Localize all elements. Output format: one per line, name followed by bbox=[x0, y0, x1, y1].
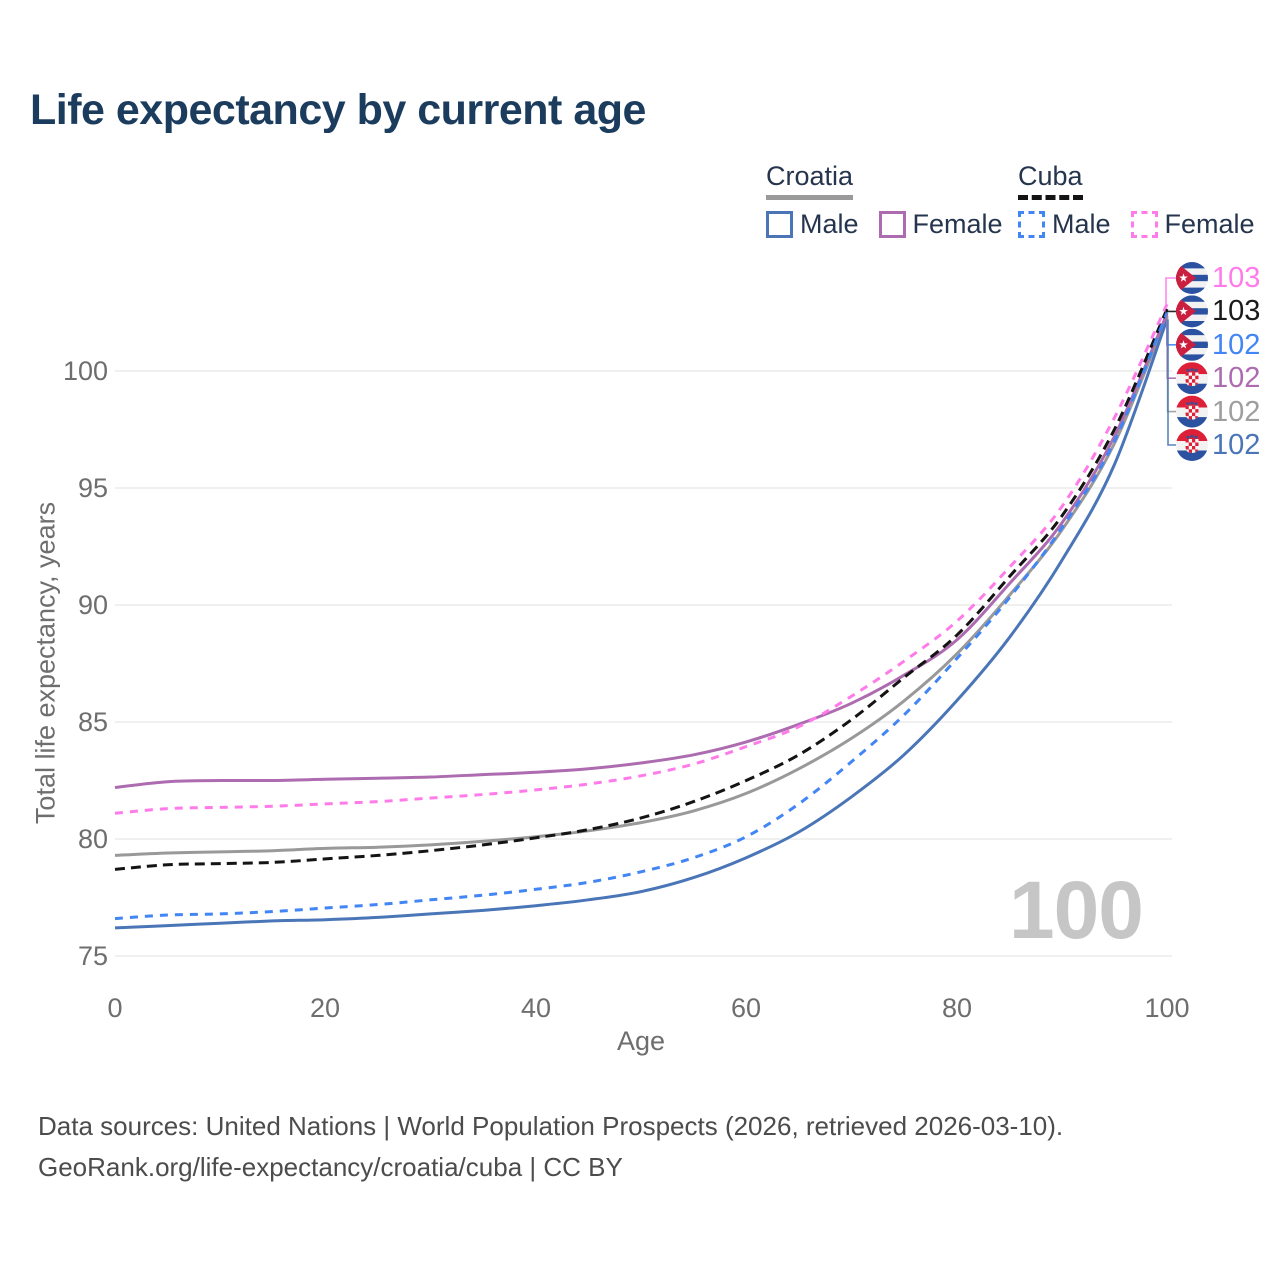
legend-group-cuba: Cuba Male Female bbox=[1018, 161, 1275, 240]
y-tick-label: 85 bbox=[77, 707, 108, 737]
legend-item-cuba-male[interactable]: Male bbox=[1018, 209, 1111, 240]
line-end-label-croatia-female: 102 bbox=[1212, 362, 1261, 394]
y-tick-label: 80 bbox=[77, 824, 108, 854]
line-end-label-croatia-total: 102 bbox=[1212, 396, 1261, 428]
legend-label-cuba-female: Female bbox=[1164, 209, 1255, 239]
line-cuba-total bbox=[114, 308, 1169, 871]
x-tick-label: 20 bbox=[309, 993, 341, 1023]
cuba-flag-icon bbox=[1176, 262, 1208, 294]
footer-data-sources: Data sources: United Nations | World Pop… bbox=[38, 1111, 1064, 1141]
line-end-label-cuba-female: 103 bbox=[1212, 262, 1261, 294]
legend-row-croatia: Male Female bbox=[766, 209, 1023, 240]
footer: Data sources: United Nations | World Pop… bbox=[38, 1106, 1063, 1188]
legend-label-croatia-female: Female bbox=[912, 209, 1003, 239]
legend-item-croatia-female[interactable]: Female bbox=[878, 209, 1003, 240]
croatia-female-swatch-icon bbox=[878, 211, 906, 238]
end-label-connector bbox=[1166, 316, 1176, 413]
croatia-male-swatch-icon bbox=[766, 211, 793, 238]
croatia-flag-icon bbox=[1176, 395, 1208, 428]
legend-label-croatia-male: Male bbox=[800, 209, 859, 239]
end-label-connector bbox=[1167, 319, 1176, 446]
legend-header-cuba: Cuba bbox=[1018, 161, 1083, 200]
x-tick-label: 40 bbox=[520, 993, 552, 1023]
x-tick-label: 0 bbox=[107, 993, 123, 1023]
line-cuba-male bbox=[114, 311, 1169, 921]
gridlines bbox=[115, 370, 1172, 957]
legend-label-cuba-male: Male bbox=[1052, 209, 1111, 239]
line-end-label-croatia-male: 102 bbox=[1212, 429, 1261, 461]
x-tick-label: 60 bbox=[730, 993, 762, 1023]
cuba-male-swatch-icon bbox=[1018, 211, 1045, 238]
line-croatia-female bbox=[114, 313, 1169, 789]
legend-header-croatia: Croatia bbox=[766, 161, 854, 200]
y-tick-label: 100 bbox=[62, 356, 108, 386]
legend-item-cuba-female[interactable]: Female bbox=[1130, 209, 1255, 240]
cuba-flag-icon bbox=[1176, 328, 1208, 361]
end-label-connector bbox=[1165, 309, 1176, 313]
line-end-label-cuba-total: 103 bbox=[1212, 295, 1261, 327]
x-tick-label: 100 bbox=[1144, 993, 1190, 1023]
line-croatia-male bbox=[114, 318, 1169, 930]
y-tick-label: 75 bbox=[77, 941, 108, 971]
line-cuba-female bbox=[114, 303, 1169, 815]
cuba-flag-icon bbox=[1176, 295, 1208, 328]
age-indicator-watermark: 100 bbox=[1009, 865, 1144, 956]
legend-item-croatia-male[interactable]: Male bbox=[766, 209, 859, 240]
y-tick-label: 90 bbox=[77, 590, 108, 620]
line-end-label-cuba-male: 102 bbox=[1212, 329, 1261, 361]
x-tick-label: 80 bbox=[941, 993, 973, 1023]
y-tick-label: 95 bbox=[77, 473, 108, 503]
legend-group-croatia: Croatia Male Female bbox=[766, 161, 1023, 240]
page-title: Life expectancy by current age bbox=[30, 86, 646, 134]
y-axis-title: Total life expectancy, years bbox=[30, 501, 61, 825]
croatia-flag-icon bbox=[1176, 429, 1208, 461]
cuba-female-swatch-icon bbox=[1130, 211, 1158, 238]
footer-attribution-link: GeoRank.org/life-expectancy/croatia/cuba… bbox=[38, 1152, 623, 1182]
legend-row-cuba: Male Female bbox=[1018, 209, 1275, 240]
croatia-flag-icon bbox=[1176, 362, 1208, 395]
end-label-connector bbox=[1165, 277, 1176, 305]
x-axis-title: Age bbox=[616, 1026, 666, 1056]
